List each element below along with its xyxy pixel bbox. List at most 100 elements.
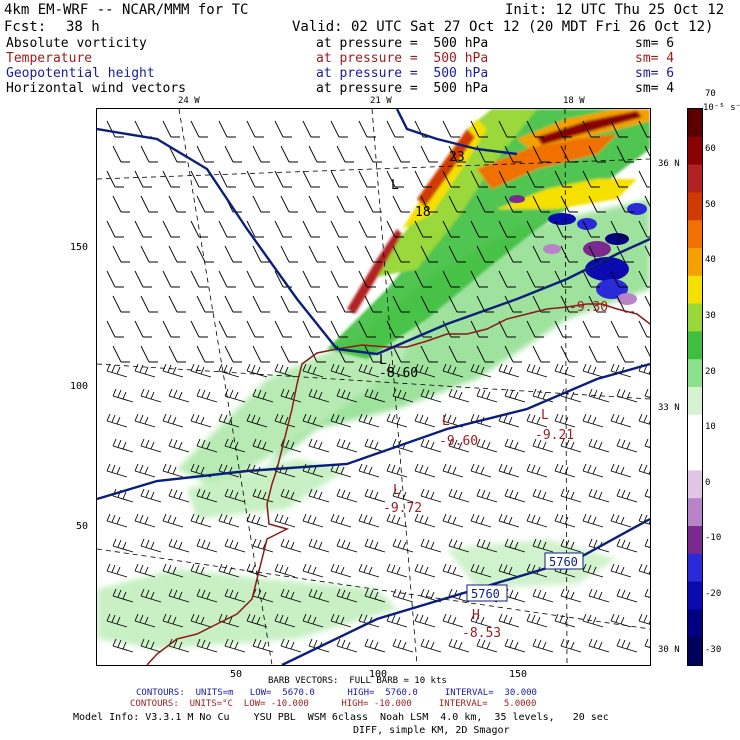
wind-barb xyxy=(252,488,274,503)
colorbar-swatch xyxy=(688,220,702,249)
wind-barb xyxy=(526,413,548,428)
wind-barb xyxy=(168,295,186,313)
wind-barb xyxy=(364,488,386,503)
wind-barb xyxy=(504,488,526,503)
wind-barb xyxy=(358,363,380,378)
valid-time: Valid: 02 UTC Sat 27 Oct 12 (20 MDT Fri … xyxy=(292,19,714,35)
colorbar-swatch xyxy=(688,387,702,416)
wind-barb xyxy=(638,513,650,525)
wind-barb xyxy=(554,413,576,428)
wind-barb xyxy=(448,638,470,653)
colorbar-swatch xyxy=(688,581,702,610)
wind-barb xyxy=(162,220,180,238)
field-name-temperature: Temperature xyxy=(6,51,93,66)
wind-barb xyxy=(168,538,190,553)
wind-barb xyxy=(588,195,606,213)
wind-barb xyxy=(392,638,414,653)
wind-barb xyxy=(588,588,610,603)
wind-barb xyxy=(246,413,268,428)
wind-barb xyxy=(190,463,212,478)
wind-barb xyxy=(638,170,650,188)
wind-barb xyxy=(224,245,242,263)
wind-barb xyxy=(448,245,466,263)
forecast-label: Fcst: xyxy=(4,19,47,35)
wind-barb xyxy=(392,245,410,263)
wind-barb xyxy=(274,170,292,188)
wind-barb xyxy=(246,120,264,138)
wind-barb xyxy=(554,513,576,528)
wind-barb xyxy=(308,345,326,363)
wind-barb xyxy=(162,320,180,338)
wind-barb xyxy=(420,638,442,653)
wind-barb xyxy=(330,320,348,338)
field-name-vorticity: Absolute vorticity xyxy=(6,36,147,51)
wind-barb xyxy=(554,170,572,188)
wind-barb xyxy=(218,563,240,578)
wind-barb xyxy=(476,295,494,313)
wind-barb xyxy=(588,538,610,553)
wind-barb xyxy=(106,513,128,528)
wind-barb xyxy=(190,220,208,238)
wind-barb xyxy=(106,613,128,628)
wind-barb xyxy=(246,513,268,528)
wind-barb xyxy=(364,295,382,313)
wind-barb xyxy=(414,613,436,628)
wind-barb xyxy=(302,413,324,428)
colorbar-label: 0 xyxy=(705,477,711,488)
wind-barb xyxy=(610,613,632,628)
wind-barb xyxy=(140,638,162,653)
field-sm-wind: sm= 4 xyxy=(635,81,675,96)
wind-barb xyxy=(190,513,212,528)
wind-barb xyxy=(302,270,320,288)
wind-barb xyxy=(140,295,158,313)
wind-barb xyxy=(414,463,436,478)
wind-barb xyxy=(168,588,190,603)
wind-barb xyxy=(644,438,650,448)
colorbar-label: -20 xyxy=(705,589,722,599)
wind-barb xyxy=(308,295,326,313)
wind-barb xyxy=(532,588,554,603)
wind-barb xyxy=(526,463,548,478)
wind-barb xyxy=(280,388,302,403)
wind-barb xyxy=(218,170,236,188)
wind-barb xyxy=(420,195,438,213)
wind-barb xyxy=(330,613,352,628)
wind-barb xyxy=(140,195,158,213)
wind-barb xyxy=(582,170,600,188)
wind-barb xyxy=(302,613,324,628)
wind-barb xyxy=(252,538,274,553)
wind-barb xyxy=(224,388,246,403)
wind-barb xyxy=(526,513,548,528)
wind-barb xyxy=(448,195,466,213)
wind-barb xyxy=(308,588,330,603)
colorbar-label: 10 xyxy=(705,422,716,433)
wind-barb xyxy=(476,538,498,553)
wind-barb xyxy=(386,463,408,478)
wind-barb xyxy=(504,638,526,653)
wind-barb xyxy=(246,170,264,188)
wind-barb xyxy=(470,270,488,288)
wind-barb xyxy=(190,363,212,378)
wind-barb xyxy=(112,245,130,263)
wind-barb xyxy=(106,220,124,238)
wind-barb xyxy=(504,438,526,453)
wind-barb xyxy=(498,320,516,338)
wind-barb xyxy=(448,438,470,453)
wind-barb xyxy=(112,638,134,653)
wind-barb xyxy=(414,220,432,238)
wind-barb xyxy=(134,463,156,478)
forecast-hours: 38 h xyxy=(66,19,100,35)
wind-barb xyxy=(106,413,128,428)
wind-barb xyxy=(196,245,214,263)
wind-barb xyxy=(420,295,438,313)
wind-barb xyxy=(252,145,270,163)
wind-barb xyxy=(504,345,522,363)
wind-barb xyxy=(336,538,358,553)
wind-barb xyxy=(106,363,128,378)
wind-barb xyxy=(336,488,358,503)
wind-barb xyxy=(358,513,380,528)
wind-barb xyxy=(308,638,330,653)
wind-barb xyxy=(582,320,600,338)
wind-barb xyxy=(162,170,180,188)
height-label-box-2 xyxy=(466,584,508,602)
